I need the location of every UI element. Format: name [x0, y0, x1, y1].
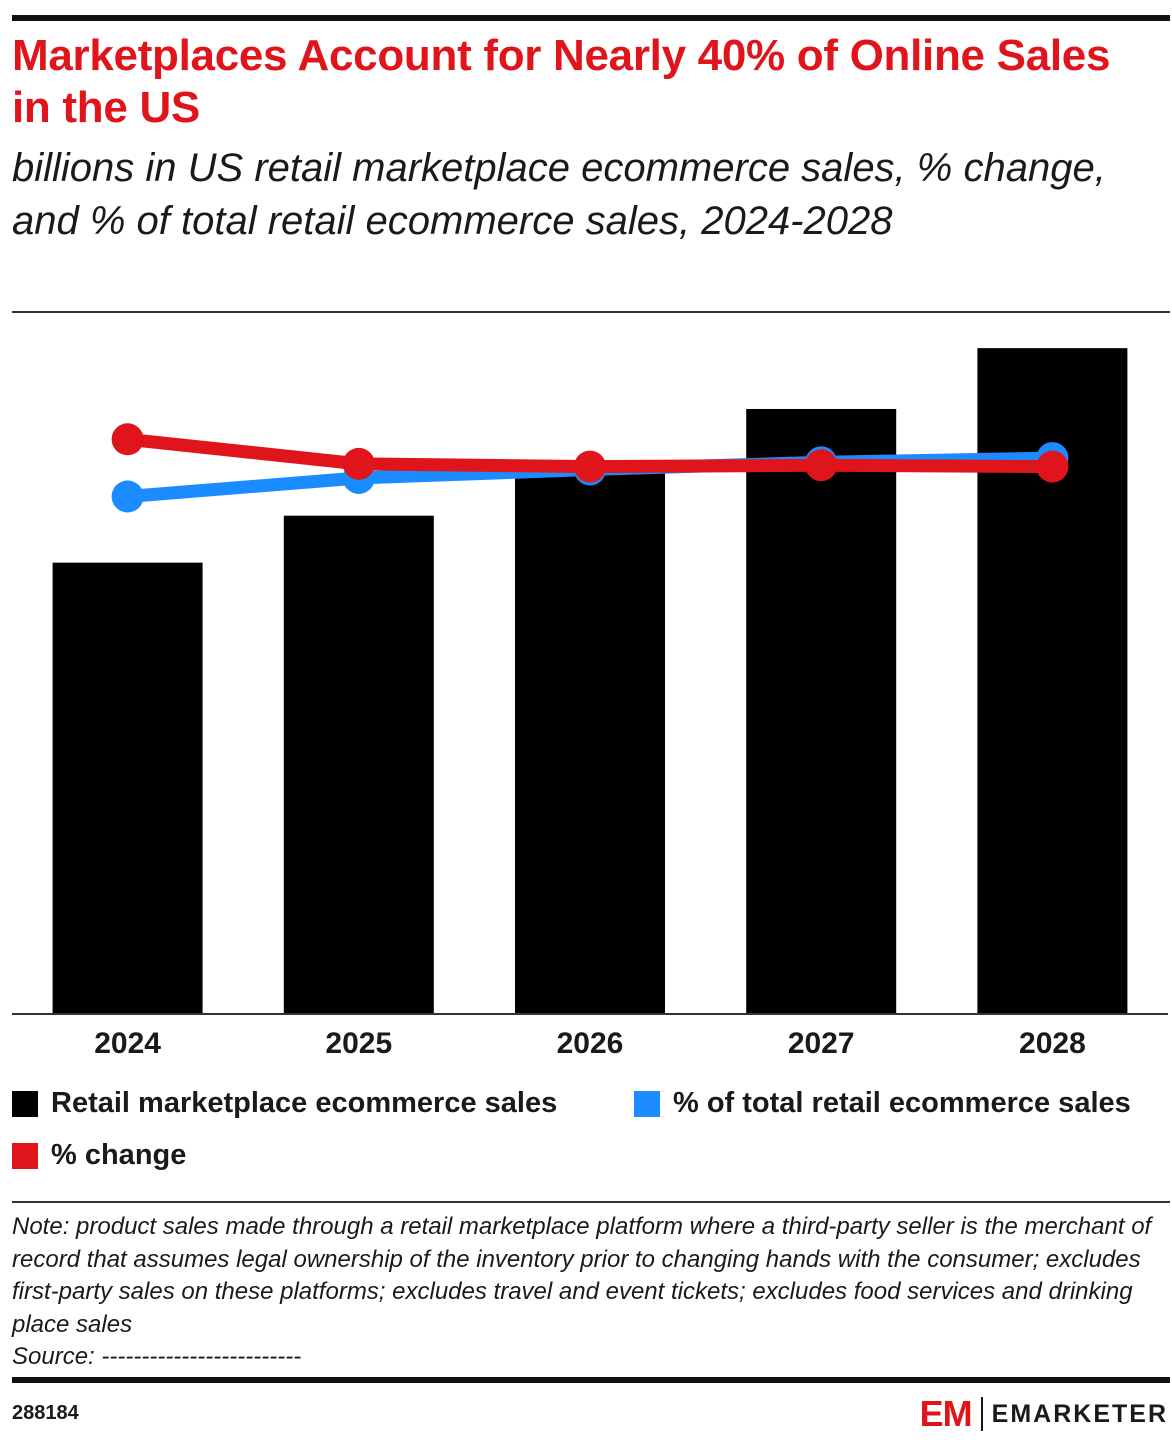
brand-divider [980, 1397, 983, 1431]
bar-2026 [515, 465, 665, 1013]
legend-label-sales: Retail marketplace ecommerce sales [51, 1087, 558, 1119]
x-tick-label-2025: 2025 [325, 1027, 392, 1060]
chart-area: 2024 2025 2026 2027 2028 [12, 348, 1168, 1060]
brand-logo: EM EMARKETER [920, 1394, 1168, 1434]
brand-name: EMARKETER [991, 1399, 1168, 1428]
x-tick-label-2027: 2027 [788, 1027, 855, 1060]
bottom-rule [12, 1377, 1170, 1383]
chart-subtitle: billions in US retail marketplace ecomme… [12, 146, 1106, 243]
change-point-2026 [574, 450, 606, 483]
x-tick-label-2024: 2024 [94, 1027, 161, 1060]
brand-mark: EM [919, 1393, 973, 1434]
legend-swatch-change [12, 1142, 38, 1169]
legend-swatch-share [634, 1090, 660, 1117]
source-line: Source: ------------------------- [12, 1343, 302, 1370]
change-point-2025 [342, 447, 375, 480]
bar-2027 [746, 408, 897, 1013]
footer-divider [12, 1201, 1170, 1203]
x-tick-label-2028: 2028 [1019, 1027, 1086, 1060]
top-rule [12, 15, 1170, 21]
footnote: Note: product sales made through a retai… [12, 1211, 1162, 1374]
legend-item-share: % of total retail ecommerce sales [634, 1087, 1131, 1120]
change-point-2024 [111, 423, 144, 456]
change-point-2028 [1036, 450, 1069, 483]
bar-2025 [283, 515, 434, 1013]
bar-2024 [52, 562, 203, 1013]
header-divider [12, 311, 1170, 313]
chart-id: 288184 [12, 1402, 79, 1424]
share-point-2024 [111, 480, 144, 513]
legend-label-change: % change [51, 1139, 187, 1171]
x-tick-label-2026: 2026 [557, 1027, 624, 1060]
legend-item-change: % change [12, 1139, 186, 1172]
footnote-text: Note: product sales made through a retai… [12, 1213, 1152, 1338]
chart-title: Marketplaces Account for Nearly 40% of O… [12, 31, 1111, 132]
legend-item-sales: Retail marketplace ecommerce sales [12, 1087, 557, 1120]
legend-label-share: % of total retail ecommerce sales [673, 1087, 1131, 1119]
change-point-2027 [805, 449, 838, 482]
legend-swatch-sales [12, 1090, 38, 1117]
